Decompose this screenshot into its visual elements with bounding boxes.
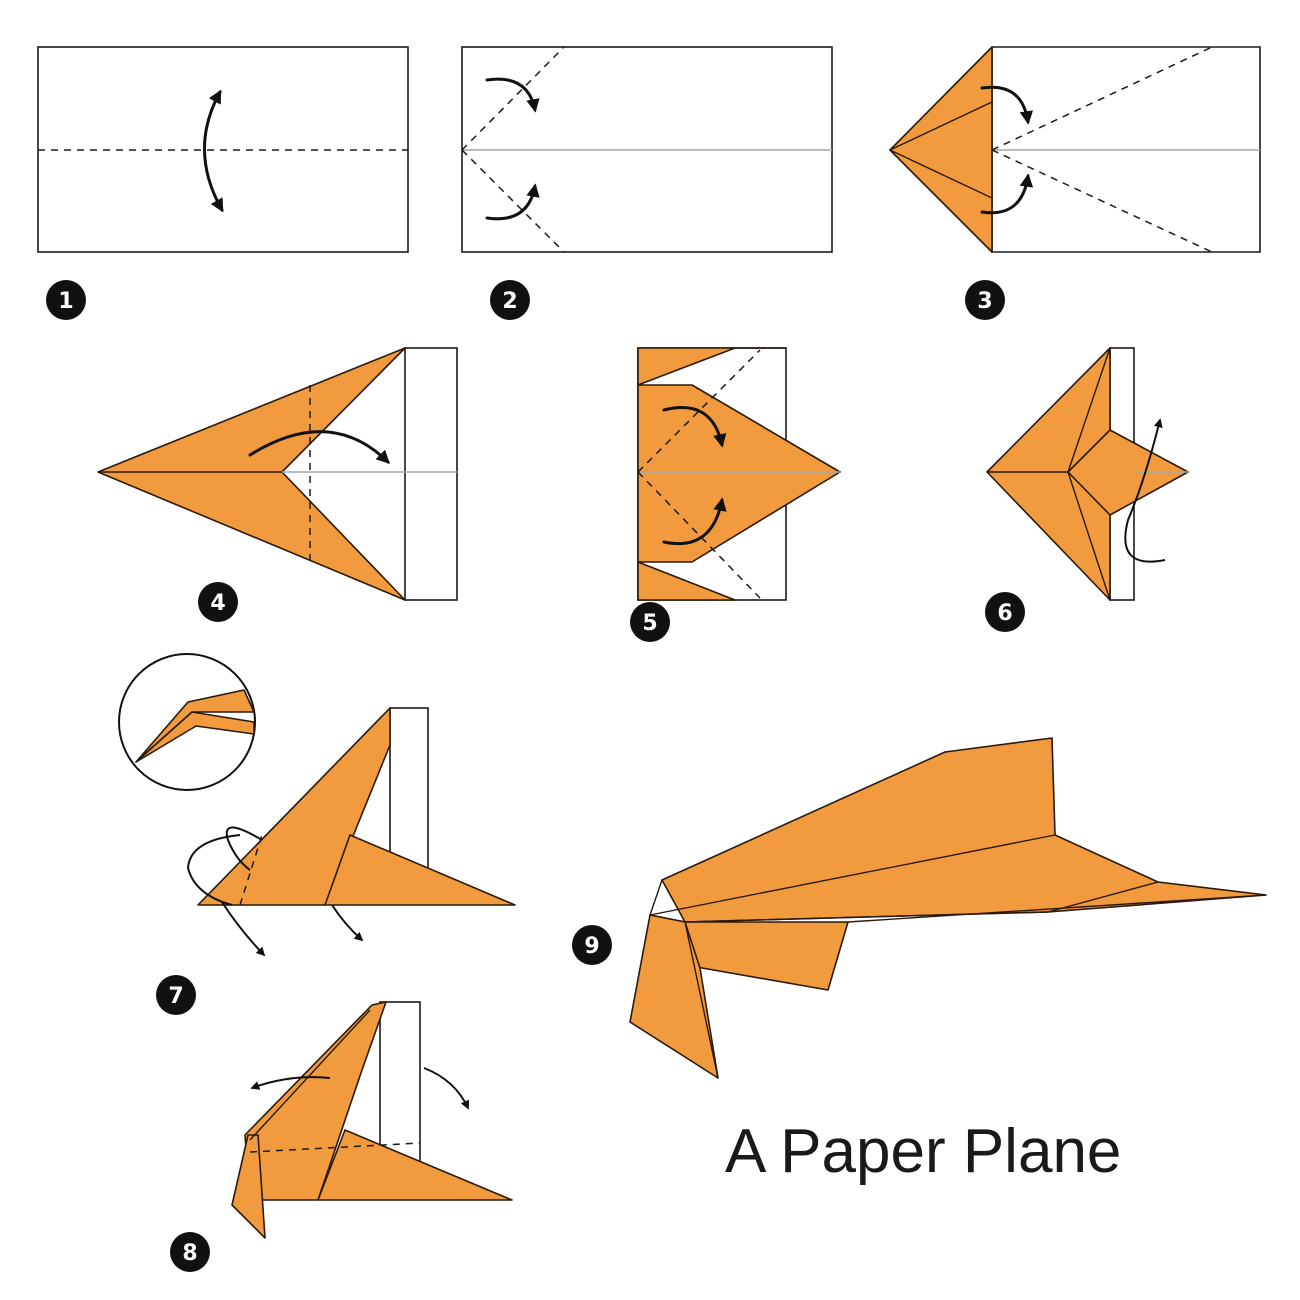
fold-arrow (248, 430, 390, 464)
diagram-title: A Paper Plane (725, 1117, 1121, 1186)
step-6-diagram (986, 347, 1189, 601)
step-badge-6: 6 (985, 592, 1025, 632)
step-badge-9: 9 (572, 925, 612, 965)
fold-arrow (980, 173, 1034, 215)
fold-arrow (662, 497, 727, 546)
step-number: 2 (502, 289, 517, 314)
fold-line (637, 471, 761, 599)
step-9-diagram (629, 737, 1267, 1079)
fold-arrow (221, 901, 266, 957)
fold-line (461, 46, 565, 151)
step-4-diagram (97, 347, 458, 601)
paper-sheet (389, 707, 429, 871)
step-number: 7 (168, 984, 183, 1009)
fold-line (249, 1142, 421, 1153)
folded-flap (637, 561, 736, 601)
step-badge-4: 4 (198, 582, 238, 622)
unfold-arrow (250, 1076, 331, 1090)
step-1-diagram (37, 46, 409, 253)
fold-arrow (662, 406, 727, 448)
step-number: 9 (584, 934, 599, 959)
fold-line (991, 46, 1213, 151)
folded-flap (889, 46, 993, 253)
step-number: 5 (642, 611, 657, 636)
flip-arrow (1124, 418, 1166, 563)
folded-flap (637, 347, 736, 386)
step-badge-7: 7 (156, 975, 196, 1015)
step-badge-1: 1 (46, 280, 86, 320)
step-badge-5: 5 (630, 602, 670, 642)
step-number: 3 (977, 289, 992, 314)
folded-flap (97, 347, 406, 601)
nose-section (324, 834, 516, 906)
step-7-diagram (118, 653, 516, 957)
step-number: 6 (997, 601, 1012, 626)
step-badge-2: 2 (490, 280, 530, 320)
nose-section (317, 1129, 513, 1201)
fold-arrow (980, 85, 1034, 125)
nose-section (637, 384, 841, 563)
fold-arrow (485, 77, 540, 113)
step-number: 4 (210, 591, 225, 616)
step-badge-3: 3 (965, 280, 1005, 320)
step-badge-8: 8 (170, 1232, 210, 1272)
fold-line (637, 349, 761, 473)
step-number: 1 (58, 289, 73, 314)
fold-arrow (203, 89, 224, 213)
unfold-arrow (423, 1067, 470, 1110)
fold-line (461, 149, 565, 253)
step-5-diagram (637, 347, 841, 601)
fold-loop (225, 826, 263, 871)
step-8-diagram (231, 1001, 513, 1239)
paper-sheet (379, 1001, 421, 1163)
fold-arrow (331, 904, 364, 942)
step-3-diagram (889, 46, 1261, 253)
plane-wing-flap (629, 914, 719, 1079)
paper-sheet (404, 347, 458, 601)
fold-line (991, 149, 1213, 253)
fold-loop (186, 834, 241, 906)
step-number: 8 (182, 1241, 197, 1266)
step-2-diagram (461, 46, 833, 253)
detail-wing (135, 711, 255, 763)
fold-arrow (485, 183, 540, 221)
